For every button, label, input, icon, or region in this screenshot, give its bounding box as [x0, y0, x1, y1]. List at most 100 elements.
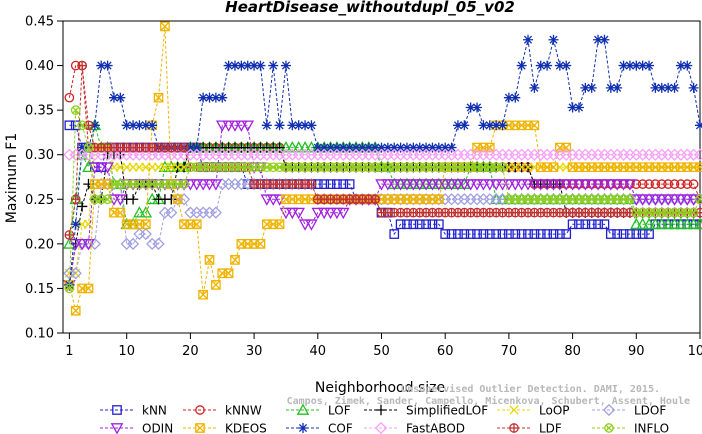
legend-marker: [509, 405, 519, 415]
data-point: [446, 142, 457, 153]
data-point: [586, 82, 597, 93]
data-point: [319, 142, 330, 153]
y-tick-label: 0.25: [25, 193, 54, 208]
data-point: [593, 219, 603, 230]
legend-marker: [509, 423, 519, 433]
data-point: [472, 229, 482, 239]
x-tick-label: 60: [437, 344, 454, 359]
data-point: [236, 60, 247, 71]
data-point: [642, 194, 656, 206]
series-cof: [64, 34, 702, 290]
legend-item-fastabod: FastABOD: [364, 422, 465, 434]
data-point: [445, 179, 458, 191]
data-point: [387, 179, 401, 191]
data-point: [146, 237, 159, 250]
data-point: [433, 219, 444, 230]
data-point: [478, 120, 489, 131]
data-point: [542, 229, 552, 239]
legend-marker: [112, 405, 122, 415]
data-point: [432, 179, 446, 191]
data-point: [542, 60, 553, 71]
data-point: [688, 179, 699, 189]
series-fastabod: [63, 148, 702, 161]
data-point: [127, 194, 139, 205]
data-point: [451, 179, 465, 191]
x-tick-label: 30: [246, 344, 263, 359]
data-point: [408, 219, 419, 230]
data-point: [298, 219, 312, 231]
data-point: [108, 92, 119, 103]
data-point: [440, 229, 451, 239]
data-point: [510, 229, 521, 239]
data-point: [491, 120, 502, 131]
data-point: [554, 60, 565, 71]
data-point: [414, 219, 425, 230]
data-point: [223, 60, 234, 71]
series-line-loop: [69, 147, 700, 274]
data-point: [88, 162, 102, 174]
data-point: [567, 102, 578, 113]
data-point: [70, 305, 81, 316]
legend-label: KDEOS: [225, 422, 267, 434]
data-point: [102, 60, 113, 71]
data-point: [642, 217, 656, 230]
data-point: [338, 142, 349, 153]
data-point: [521, 179, 535, 191]
data-point: [395, 142, 406, 153]
data-point: [599, 219, 610, 230]
data-point: [292, 141, 305, 153]
watermark-line-1: Unsupervised Outlier Detection. DAMI, 20…: [401, 383, 660, 395]
data-point: [268, 60, 279, 71]
data-point: [375, 179, 388, 191]
data-point: [649, 217, 662, 230]
data-point: [580, 219, 591, 230]
data-point: [688, 82, 699, 93]
x-tick-label: 40: [310, 344, 327, 359]
data-point: [548, 34, 559, 45]
data-point: [682, 60, 693, 71]
data-point: [139, 227, 152, 241]
data-point: [191, 142, 202, 153]
data-point: [330, 207, 344, 220]
legend-item-loop: LoOP: [497, 404, 570, 418]
data-point: [274, 120, 285, 131]
data-point: [585, 179, 599, 191]
data-point: [598, 179, 611, 191]
data-point: [83, 219, 94, 229]
data-point: [325, 142, 336, 153]
legend-label: SimplifiedLOF: [406, 404, 488, 418]
data-point: [656, 179, 667, 189]
x-axis-title: Neighborhood size: [315, 380, 445, 396]
data-point: [477, 179, 490, 191]
data-point: [198, 92, 209, 103]
data-point: [510, 92, 521, 103]
legend-label: kNN: [142, 404, 167, 418]
data-point: [674, 217, 688, 230]
data-point: [407, 179, 420, 191]
data-point: [612, 229, 623, 239]
data-point: [165, 206, 178, 219]
data-point: [177, 193, 191, 206]
data-point: [631, 229, 642, 239]
data-point: [661, 194, 675, 206]
data-point: [649, 194, 662, 206]
legend-label: LDOF: [634, 404, 666, 418]
data-point: [579, 179, 592, 191]
data-point: [370, 194, 380, 205]
data-point: [618, 60, 629, 71]
data-point: [209, 179, 223, 191]
data-point: [128, 120, 139, 131]
data-point: [548, 162, 559, 173]
x-tick-label: 50: [373, 344, 390, 359]
data-point: [381, 179, 395, 191]
data-point: [504, 229, 514, 239]
data-point: [419, 179, 433, 191]
data-point: [126, 237, 140, 250]
data-point: [478, 229, 489, 239]
data-point: [650, 179, 661, 189]
data-point: [357, 142, 368, 153]
data-point: [389, 229, 400, 239]
data-point: [102, 194, 113, 205]
data-point: [83, 142, 94, 153]
